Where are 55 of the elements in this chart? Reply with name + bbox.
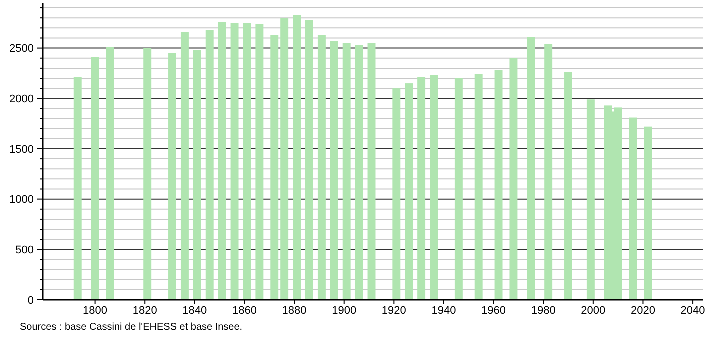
- bar: [144, 48, 152, 300]
- x-tick-label: 1820: [132, 305, 158, 317]
- bar: [418, 78, 426, 300]
- x-tick-label: 2000: [581, 305, 606, 317]
- y-tick-label: 2500: [10, 43, 34, 56]
- bar: [330, 41, 338, 300]
- x-tick-label: 1800: [83, 305, 108, 317]
- y-tick-label: 500: [16, 244, 34, 257]
- x-tick-label: 1880: [282, 305, 307, 317]
- bar: [218, 22, 226, 300]
- x-tick-label: 1860: [232, 305, 257, 317]
- bar: [180, 32, 189, 300]
- y-tick-label: 1500: [10, 144, 34, 156]
- x-tick-label: 1960: [482, 305, 506, 317]
- y-tick-label: 1000: [10, 194, 34, 206]
- bar: [368, 43, 376, 300]
- bar: [106, 47, 114, 300]
- bar: [74, 78, 82, 300]
- x-tick-label: 1900: [332, 305, 357, 317]
- bar: [544, 44, 553, 300]
- bar: [586, 100, 595, 300]
- bar: [230, 23, 239, 300]
- y-tick-label: 0: [28, 294, 34, 307]
- bar: [306, 20, 314, 300]
- bar: [405, 84, 414, 300]
- bar: [91, 57, 100, 300]
- bar: [206, 30, 214, 300]
- bar: [644, 126, 652, 300]
- bar: [474, 74, 483, 300]
- bar: [510, 58, 518, 300]
- bar: [454, 78, 463, 300]
- bar: [256, 24, 264, 300]
- bar: [293, 15, 302, 300]
- bar: [494, 70, 503, 300]
- y-tick-label: 2000: [10, 93, 34, 106]
- x-tick-label: 1840: [182, 305, 208, 317]
- source-note: Sources : base Cassini de l'EHESS et base Insee.: [20, 322, 243, 333]
- bar: [527, 37, 536, 300]
- bar: [629, 118, 638, 300]
- x-tick-label: 1940: [432, 305, 456, 317]
- x-tick-label: 1920: [382, 305, 406, 317]
- bar: [168, 53, 176, 300]
- bar: [280, 18, 289, 300]
- bar: [270, 35, 279, 300]
- x-tick-label: 2040: [680, 305, 706, 317]
- bar: [430, 75, 438, 300]
- bar: [318, 35, 326, 300]
- x-tick-label: 1980: [531, 305, 556, 317]
- bar: [193, 50, 202, 300]
- bar: [392, 88, 401, 300]
- bar: [342, 43, 351, 300]
- bar: [355, 45, 364, 300]
- bar: [564, 72, 572, 300]
- x-tick-label: 2020: [630, 305, 656, 317]
- bar: [243, 23, 252, 300]
